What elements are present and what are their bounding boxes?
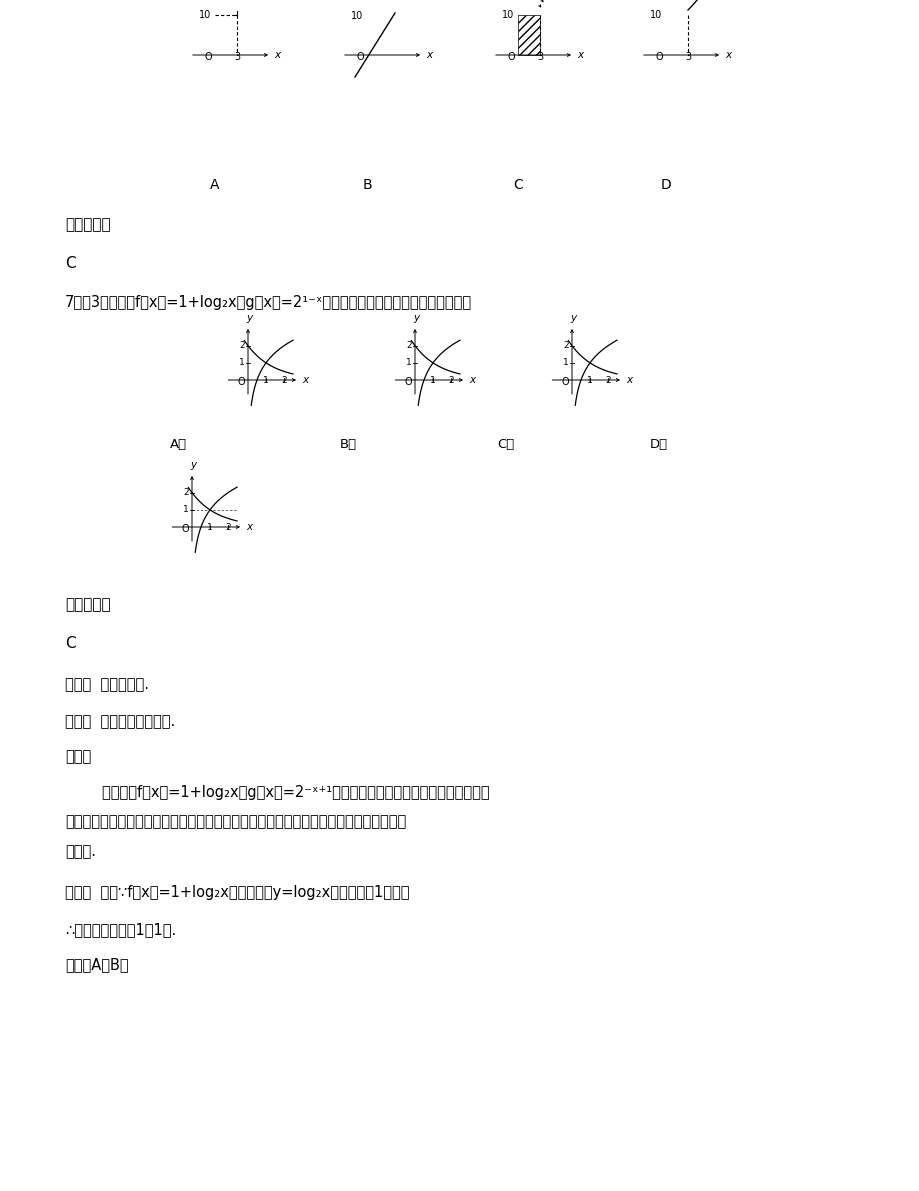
Text: y: y [569,313,575,323]
Text: O: O [356,52,364,62]
Text: O: O [237,378,244,387]
Text: O: O [506,52,515,62]
Text: 参考答案：: 参考答案： [65,598,110,612]
Text: C．: C． [496,438,514,451]
Text: A: A [210,177,220,192]
Text: 参考答案：: 参考答案： [65,218,110,232]
Bar [517,15,539,55]
Text: 10: 10 [350,11,363,21]
Text: 故排除A、B，: 故排除A、B， [65,958,129,973]
Text: y: y [413,313,419,323]
Text: 2: 2 [239,341,244,350]
Text: O: O [561,378,568,387]
Text: x: x [245,522,252,532]
Text: 数函数的图象之间的关系，（即如何变换得到），分析其经过的特殊点，即可用排除法得: 数函数的图象之间的关系，（即如何变换得到），分析其经过的特殊点，即可用排除法得 [65,815,406,829]
Text: x: x [274,50,279,60]
Text: x: x [469,375,474,385]
Text: x: x [301,375,308,385]
Text: O: O [654,52,663,62]
Text: 1: 1 [239,358,244,367]
Text: 1: 1 [207,523,212,532]
Text: ∴其图象必过点（1，1）.: ∴其图象必过点（1，1）. [65,923,176,937]
Text: 2: 2 [562,341,568,350]
Text: O: O [181,524,188,534]
Text: O: O [204,52,211,62]
Text: 3: 3 [233,52,240,62]
Text: x: x [425,50,432,60]
Text: O: O [404,378,412,387]
Text: x: x [625,375,631,385]
Text: 2: 2 [225,523,231,532]
Text: 2: 2 [448,376,453,385]
Text: x: x [576,50,583,60]
Text: 1: 1 [562,358,568,367]
Text: y: y [189,460,196,470]
Text: D．: D． [650,438,667,451]
Text: 到答案.: 到答案. [65,844,96,860]
Text: 2: 2 [281,376,287,385]
Text: 考点：  函数的图象.: 考点： 函数的图象. [65,678,149,692]
Text: A．: A． [170,438,187,451]
Text: 10: 10 [501,10,514,20]
Text: 3: 3 [537,52,542,62]
Text: 解答：  解：∵f（x）=1+log₂x的图象是由y=log₂x的图象上移1而得，: 解答： 解：∵f（x）=1+log₂x的图象是由y=log₂x的图象上移1而得， [65,885,409,899]
Text: y: y [245,313,252,323]
Text: 1: 1 [430,376,436,385]
Text: 2: 2 [406,341,412,350]
Text: 1: 1 [586,376,592,385]
Text: C: C [65,636,75,650]
Text: 专题：  函数的性质及应用.: 专题： 函数的性质及应用. [65,715,175,730]
Text: C: C [513,177,522,192]
Text: 3: 3 [684,52,690,62]
Text: 1: 1 [183,505,188,515]
Text: 根据函数f（x）=1+log₂x与g（x）=2⁻ˣ⁺¹解析式，分析他们与同底的指数函数、对: 根据函数f（x）=1+log₂x与g（x）=2⁻ˣ⁺¹解析式，分析他们与同底的指… [65,785,489,799]
Text: B．: B． [340,438,357,451]
Text: 7．（3分）函数f（x）=1+log₂x与g（x）=2¹⁻ˣ在同一直角坐标系下的图象大致是（）: 7．（3分）函数f（x）=1+log₂x与g（x）=2¹⁻ˣ在同一直角坐标系下的… [65,295,471,311]
Text: 分析：: 分析： [65,749,91,765]
Text: 10: 10 [199,10,210,20]
Text: D: D [660,177,671,192]
Text: C: C [65,256,75,270]
Text: x: x [724,50,731,60]
Text: 2: 2 [183,488,188,497]
Text: B: B [362,177,371,192]
Text: 1: 1 [263,376,268,385]
Text: 1: 1 [406,358,412,367]
Text: 10: 10 [649,10,662,20]
Text: 2: 2 [605,376,610,385]
